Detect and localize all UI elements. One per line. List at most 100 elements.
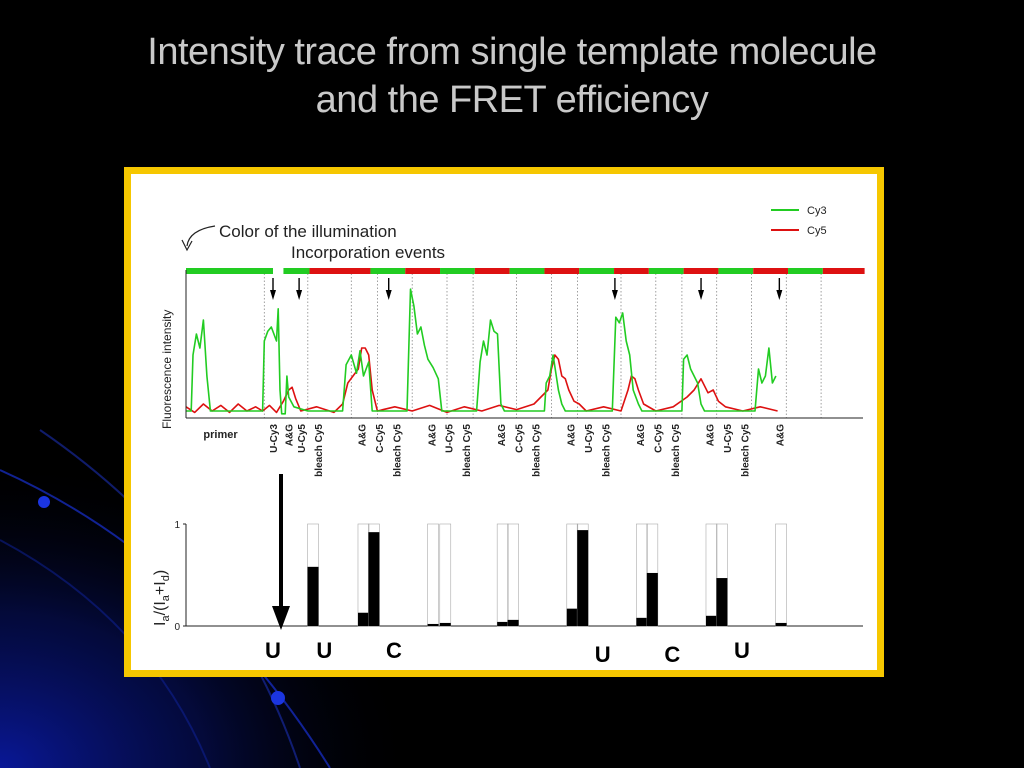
segment-label: C-Cy5 xyxy=(514,424,525,453)
segment-label: U-Cy5 xyxy=(297,424,308,453)
segment-label: A&G xyxy=(358,424,369,446)
fret-bar-frame xyxy=(439,523,452,627)
fret-bar-frame xyxy=(775,523,787,627)
segment-label: U-Cy3 xyxy=(269,424,280,453)
segment-label: bleach Cy5 xyxy=(671,424,682,477)
fret-bar xyxy=(507,619,519,626)
incorporation-arrowhead xyxy=(698,290,705,300)
segment-label: bleach Cy5 xyxy=(393,424,404,477)
illumination-segment-red xyxy=(683,268,719,274)
fret-bar-frame xyxy=(705,523,718,627)
fret-base-letter: U xyxy=(595,642,611,667)
illumination-segment-red xyxy=(405,268,441,274)
illumination-segment-red xyxy=(822,268,865,274)
segment-labels: primer U-Cy3 A&G U-Cy5 bleach Cy5 A&G C-Cy5 ble… xyxy=(203,424,786,477)
segment-label: bleach Cy5 xyxy=(741,424,752,477)
segment-label: A&G xyxy=(285,424,296,446)
legend-label-cy5: Cy5 xyxy=(807,225,827,237)
incorporation-arrowhead xyxy=(270,290,276,300)
trace-ylabel: Fluorescence intensity xyxy=(160,310,174,429)
fret-bar-frame xyxy=(507,523,519,627)
illumination-segment-green xyxy=(440,268,475,274)
legend: Cy3 Cy5 xyxy=(771,205,827,237)
fret-bar xyxy=(307,566,319,626)
incorporation-arrowhead xyxy=(776,290,783,300)
fret-bar-frame xyxy=(357,523,370,627)
fret-bar xyxy=(716,578,728,626)
illumination-segment-green xyxy=(283,268,310,274)
segment-label: bleach Cy5 xyxy=(532,424,543,477)
incorporation-arrows xyxy=(270,278,783,300)
fret-bar xyxy=(775,622,787,626)
illumination-segment-green xyxy=(370,268,406,274)
fret-bar-frame xyxy=(496,523,509,627)
fret-axis: 01 xyxy=(174,520,863,633)
segment-label: bleach Cy5 xyxy=(601,424,612,477)
annotation-illumination-arrowhead xyxy=(181,239,193,252)
segment-label: bleach Cy5 xyxy=(314,424,325,477)
big-down-arrow xyxy=(272,474,290,630)
legend-label-cy3: Cy3 xyxy=(807,205,827,217)
segment-label: A&G xyxy=(706,424,717,446)
segment-label: U-Cy5 xyxy=(445,424,456,453)
illumination-segment-green xyxy=(579,268,615,274)
fret-bars xyxy=(307,523,787,627)
fret-bar xyxy=(357,612,369,626)
segment-label: U-Cy5 xyxy=(584,424,595,453)
fret-bar-frame xyxy=(636,523,648,627)
illumination-segment-red xyxy=(753,268,789,274)
trace-cy3 xyxy=(186,288,777,415)
segment-label: C-Cy5 xyxy=(654,424,665,453)
incorporation-arrowhead xyxy=(611,290,618,300)
fret-bar xyxy=(577,530,589,626)
fret-bar xyxy=(439,622,451,626)
illumination-segment-green xyxy=(186,268,273,274)
fret-bar xyxy=(705,615,717,626)
illumination-bar xyxy=(186,268,865,274)
segment-label: primer xyxy=(203,429,238,441)
fret-bar-frame xyxy=(427,523,439,627)
figure-frame: Fluorescence intensity Color of the illu… xyxy=(124,167,884,677)
illumination-segment-red xyxy=(474,268,510,274)
illumination-segment-red xyxy=(614,268,649,274)
fret-ytick-label: 0 xyxy=(174,622,180,633)
annotation-incorporation: Incorporation events xyxy=(291,243,445,262)
fret-ylabel: Ia/(Ia+Id) xyxy=(152,570,172,626)
fret-bar xyxy=(368,532,380,626)
incorporation-arrowhead xyxy=(385,290,392,300)
fret-bar xyxy=(636,617,648,626)
fret-base-letter: C xyxy=(386,638,402,663)
event-lines xyxy=(263,270,822,418)
segment-label: A&G xyxy=(427,424,438,446)
incorporation-arrowhead xyxy=(296,290,303,300)
background-dot xyxy=(271,691,285,705)
segment-label: bleach Cy5 xyxy=(462,424,473,477)
fret-base-letter: C xyxy=(664,642,680,667)
fret-bar xyxy=(497,621,509,626)
slide-title: Intensity trace from single template mol… xyxy=(0,28,1024,124)
segment-label: A&G xyxy=(497,424,508,446)
annotation-illumination-arrow xyxy=(186,225,216,247)
intensity-trace-chart: Fluorescence intensity Color of the illu… xyxy=(160,205,865,477)
segment-label: C-Cy5 xyxy=(375,424,386,453)
illumination-segment-red xyxy=(309,268,371,274)
segment-label: A&G xyxy=(636,424,647,446)
segment-label: A&G xyxy=(567,424,578,446)
segment-label: A&G xyxy=(775,424,786,446)
intensity-traces xyxy=(185,288,778,415)
slide-title-line-1: Intensity trace from single template mol… xyxy=(147,31,877,73)
fret-bar xyxy=(566,608,578,626)
fret-base-letter: U xyxy=(265,638,281,663)
annotation-illumination: Color of the illumination xyxy=(219,222,397,241)
figure-canvas: Fluorescence intensity Color of the illu… xyxy=(152,205,865,667)
fret-base-letter: U xyxy=(316,638,332,663)
illumination-segment-green xyxy=(718,268,754,274)
background-dot xyxy=(38,496,50,508)
illumination-segment-green xyxy=(509,268,545,274)
illumination-segment-green xyxy=(648,268,684,274)
illumination-segment-red xyxy=(544,268,580,274)
fret-bar xyxy=(427,623,439,626)
fret-ytick-label: 1 xyxy=(174,520,180,531)
